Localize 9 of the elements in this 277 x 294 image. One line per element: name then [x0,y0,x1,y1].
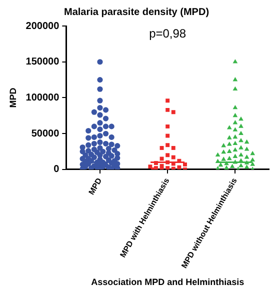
x-axis-title: Association MPD and Helminthiasis [91,277,244,288]
y-axis-title: MPD [8,87,18,108]
y-tick-label: 100000 [26,92,60,104]
y-tick-label: 200000 [26,20,60,32]
annotation: p=0,98 [149,26,186,40]
y-tick-label: 50000 [31,128,60,140]
y-tick-label: 0 [54,164,60,176]
chart-title: Malaria parasite density (MPD) [64,6,210,18]
y-tick-label: 150000 [26,56,60,68]
